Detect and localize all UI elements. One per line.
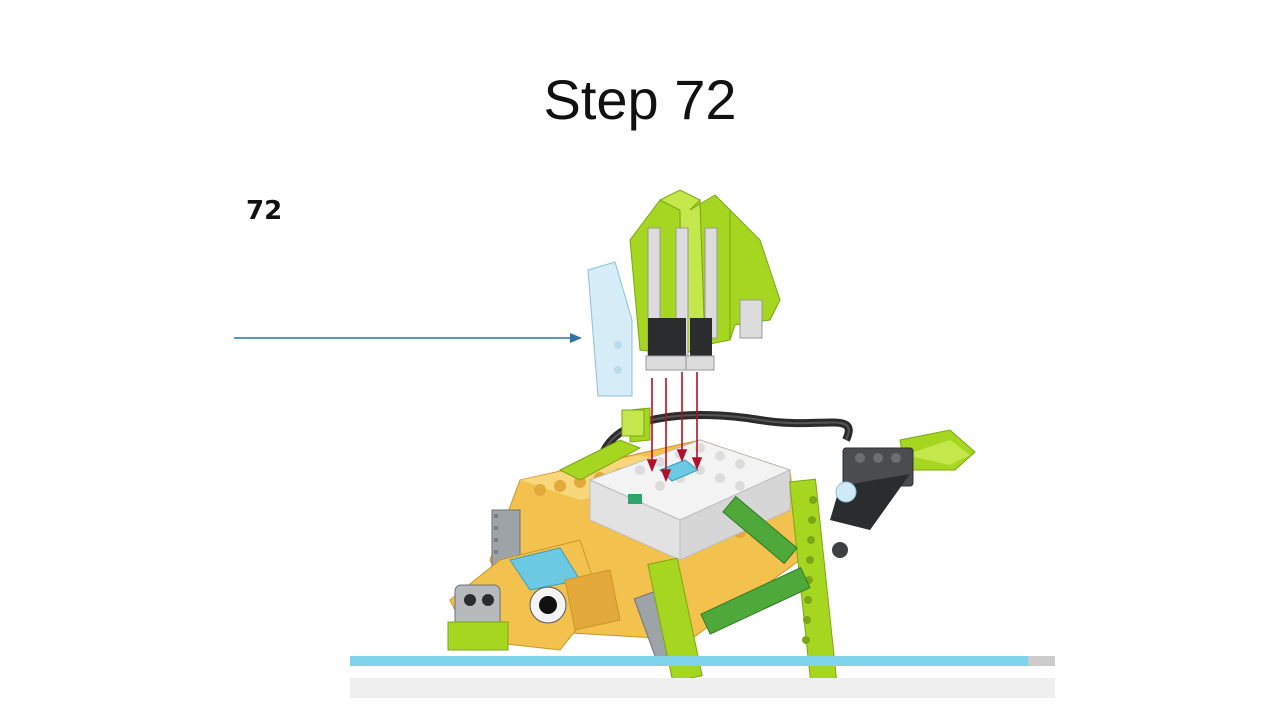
progress-bar	[350, 656, 1055, 666]
page-title: Step 72	[0, 72, 1280, 128]
step-number-label: 72	[246, 198, 282, 224]
new-trans-wedge-part	[588, 262, 632, 396]
new-fin-part	[630, 190, 780, 370]
tail-assembly	[830, 430, 975, 530]
progress-bar-fill	[350, 656, 1028, 666]
assembly-illustration	[440, 180, 1000, 680]
footer-bar	[350, 678, 1055, 698]
